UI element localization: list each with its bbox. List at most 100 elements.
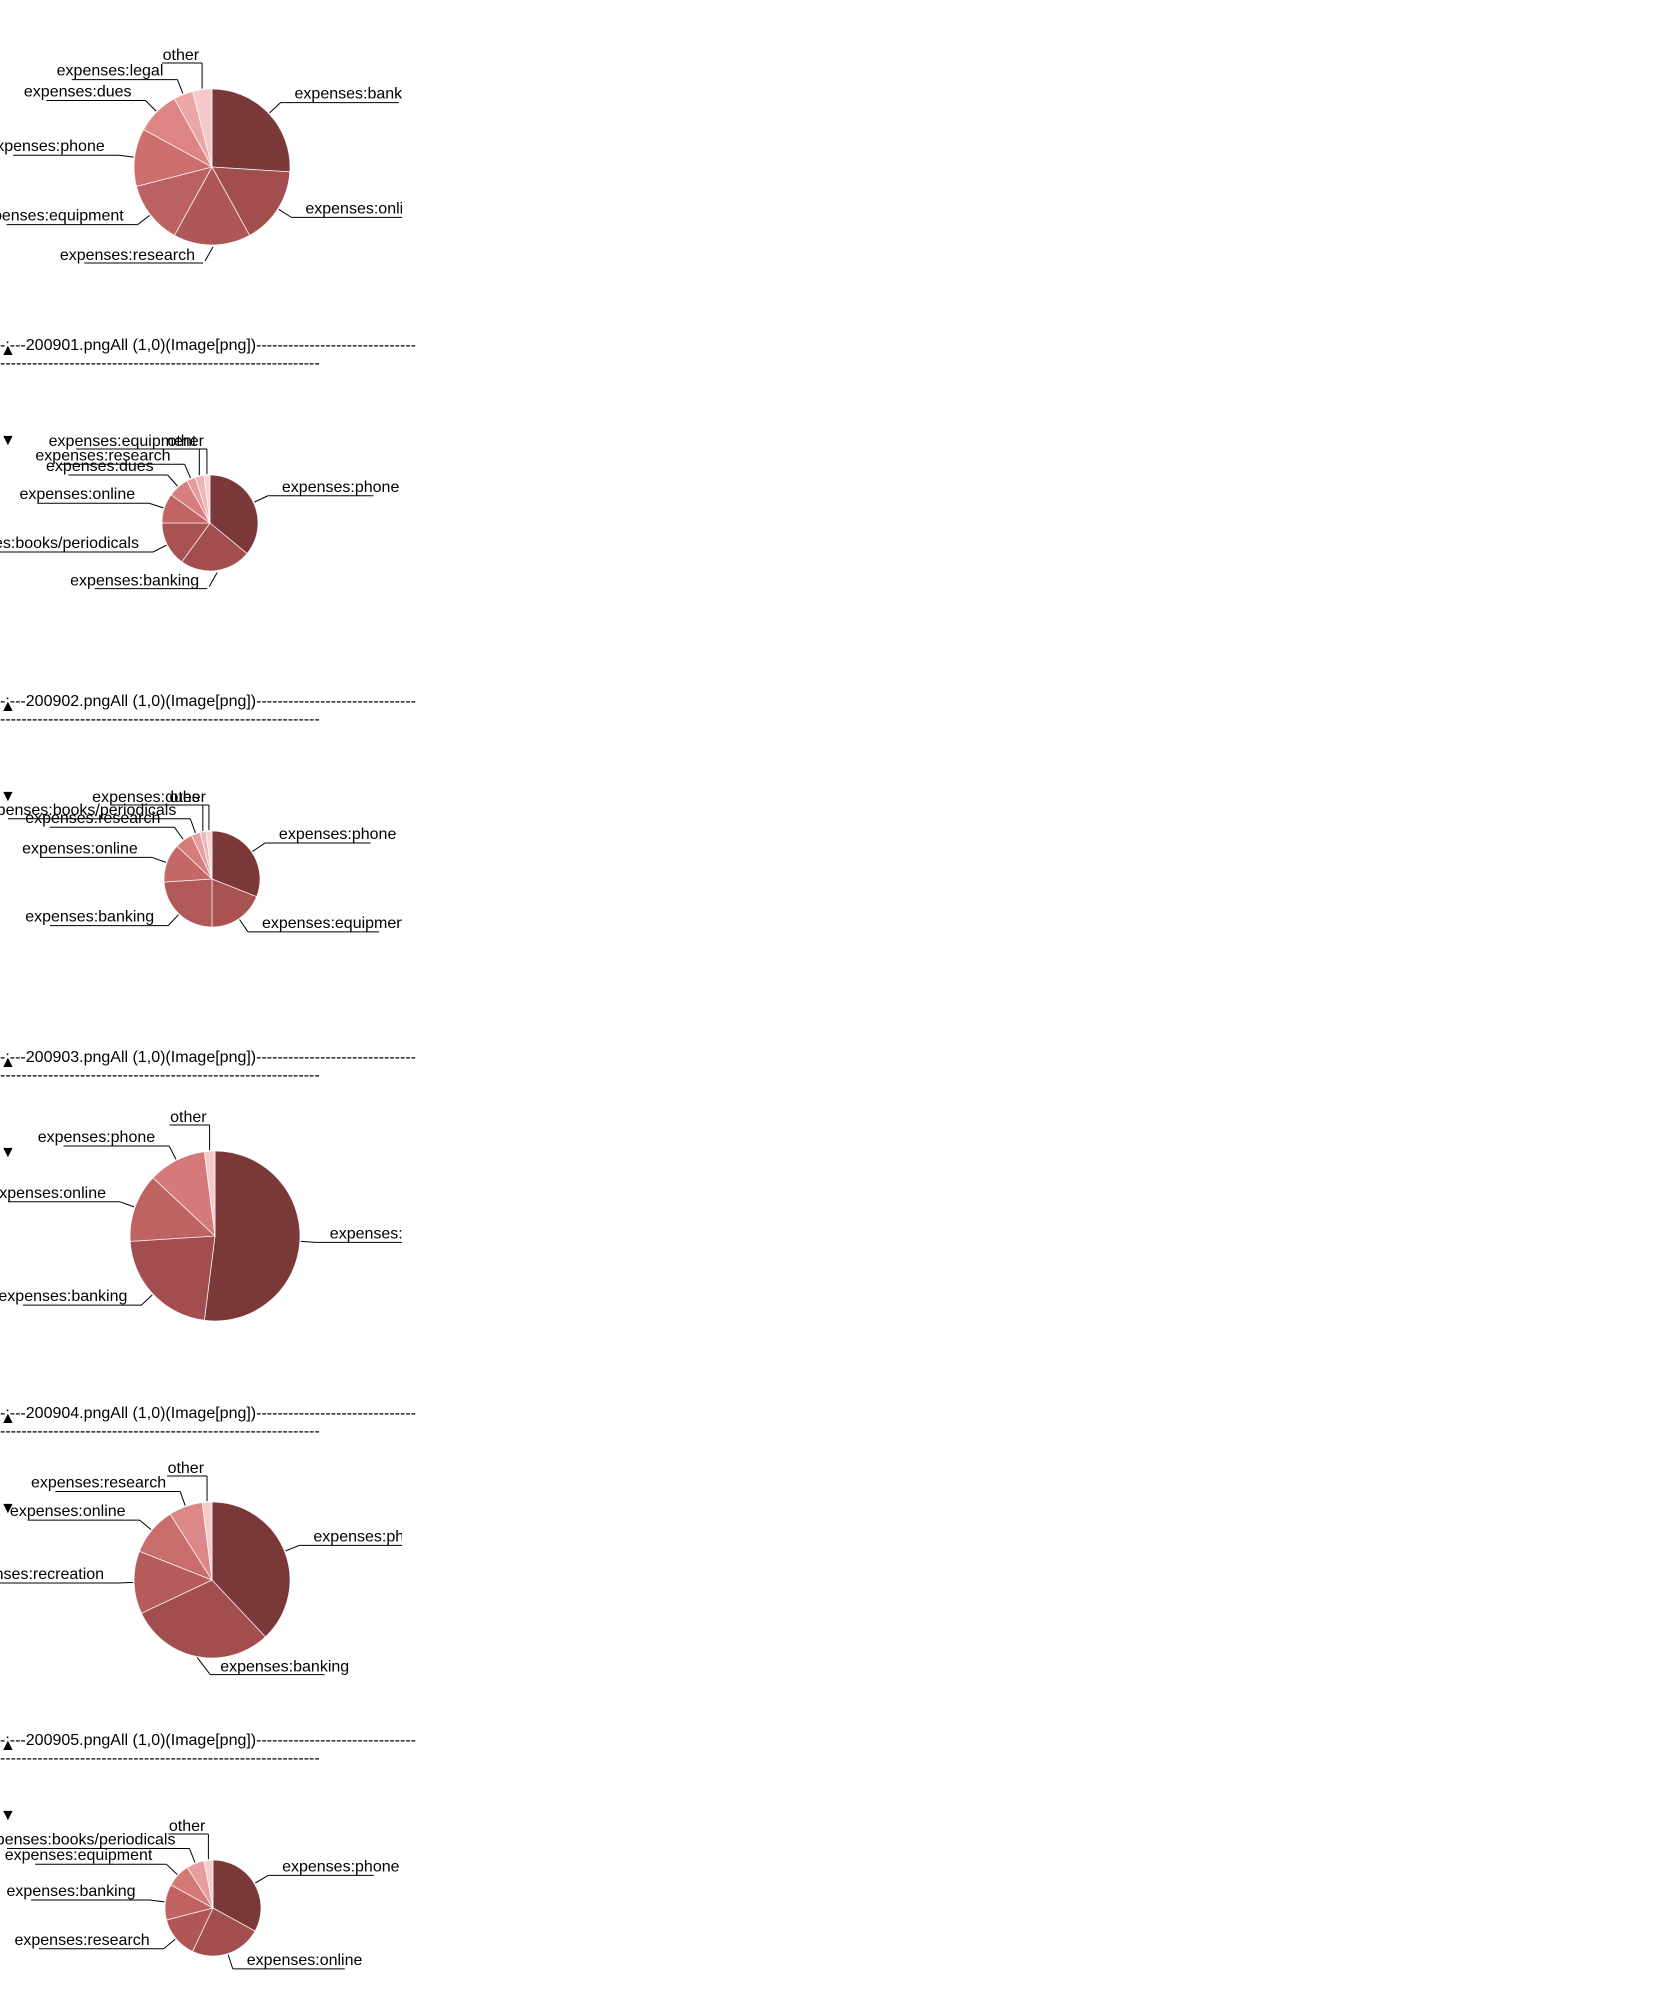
- modeline-major-mode: (Image[png]): [165, 1049, 256, 1066]
- modeline-prefix: -:---: [0, 1405, 26, 1422]
- svg-text:expenses:banking: expenses:banking: [220, 1659, 349, 1676]
- modeline-buffer-name: 200904.png: [26, 1405, 111, 1422]
- svg-text:expenses:phone: expenses:phone: [282, 479, 400, 496]
- svg-text:other: other: [169, 789, 206, 806]
- slice-label: expenses:phone: [253, 826, 397, 851]
- slice-label: expenses:online: [22, 840, 166, 862]
- svg-text:expenses:online: expenses:online: [22, 840, 138, 857]
- svg-text:expenses:phone: expenses:phone: [0, 138, 105, 155]
- slice-label: expenses:phone: [38, 1129, 176, 1159]
- slice-label: expenses:equipment: [5, 1847, 178, 1874]
- pie-chart-image[interactable]: expenses:phone expenses:banking expenses:r…: [0, 1424, 402, 1732]
- modeline-major-mode: (Image[png]): [165, 1732, 256, 1749]
- slice-label: expenses:banking: [197, 1658, 349, 1676]
- svg-text:expenses:equipment: expenses:equipment: [0, 208, 124, 225]
- emacs-window-200906.png[interactable]: expenses:phone expenses:online expenses:re…: [0, 1751, 418, 2008]
- modeline[interactable]: -:---200905.pngAll (1,0)(Image[png])----…: [0, 1732, 419, 1751]
- modeline-prefix: -:---: [0, 337, 26, 354]
- modeline-buffer-name: 200903.png: [26, 1049, 111, 1066]
- slice-label: expenses:banking: [0, 1288, 152, 1305]
- slice-label: other: [167, 433, 207, 474]
- modeline-buffer-name: 200902.png: [26, 693, 111, 710]
- svg-text:expenses:legal: expenses:legal: [57, 63, 164, 80]
- slice-label: other: [167, 1460, 207, 1501]
- slice-label: expenses:online: [228, 1952, 362, 1969]
- pie-slice: [204, 1151, 300, 1321]
- svg-text:expenses:online: expenses:online: [247, 1952, 363, 1969]
- modeline-major-mode: (Image[png]): [165, 1405, 256, 1422]
- svg-text:expenses:banking: expenses:banking: [295, 86, 402, 103]
- svg-text:expenses:banking: expenses:banking: [70, 573, 199, 590]
- modeline[interactable]: -:---200901.pngAll (1,0)(Image[png])----…: [0, 337, 419, 356]
- pie-slice: [212, 89, 290, 172]
- slice-label: expenses:phone: [285, 1528, 402, 1551]
- svg-text:expenses:phone: expenses:phone: [279, 826, 397, 843]
- svg-text:other: other: [163, 47, 200, 64]
- modeline[interactable]: -:---200904.pngAll (1,0)(Image[png])----…: [0, 1405, 419, 1424]
- modeline[interactable]: -:---200902.pngAll (1,0)(Image[png])----…: [0, 693, 419, 712]
- slice-label: expenses:banking: [7, 1883, 165, 1902]
- slice-label: expenses:research: [60, 247, 213, 264]
- pie-chart-image[interactable]: expenses:phone expenses:banking expenses:b…: [0, 356, 402, 693]
- svg-text:expenses:dues: expenses:dues: [24, 84, 132, 101]
- svg-text:expenses:research: expenses:research: [60, 247, 195, 264]
- slice-label: expenses:banking: [25, 909, 178, 926]
- svg-text:other: other: [169, 1818, 206, 1835]
- emacs-window-200902.png[interactable]: expenses:phone expenses:banking expenses:b…: [0, 356, 418, 693]
- slice-label: other: [170, 1109, 210, 1150]
- window-titlebar[interactable]: [0, 0, 1675, 9]
- slice-label: expenses:phone: [0, 138, 134, 157]
- slice-label: other: [162, 47, 202, 89]
- svg-text:expenses:phone: expenses:phone: [38, 1129, 156, 1146]
- svg-text:expenses:research: expenses:research: [330, 1225, 402, 1242]
- svg-text:expenses:phone: expenses:phone: [282, 1858, 400, 1875]
- svg-text:expenses:banking: expenses:banking: [7, 1883, 136, 1900]
- modeline-position: All (1,0): [110, 1405, 165, 1422]
- slice-label: expenses:banking: [70, 573, 217, 590]
- pie-chart-image[interactable]: expenses:research expenses:banking expense…: [0, 1068, 402, 1405]
- modeline-buffer-name: 200905.png: [26, 1732, 111, 1749]
- svg-text:expenses:banking: expenses:banking: [0, 1288, 127, 1305]
- pie-chart-image[interactable]: expenses:phone expenses:equipment expenses…: [0, 712, 402, 1049]
- slice-label: expenses:equipment: [240, 915, 402, 932]
- svg-text:expenses:recreation: expenses:recreation: [0, 1566, 104, 1583]
- modeline-buffer-name: 200901.png: [26, 337, 111, 354]
- slice-label: expenses:equipment: [0, 208, 150, 225]
- slice-label: expenses:phone: [254, 479, 399, 502]
- slice-label: expenses:online: [279, 200, 402, 217]
- emacs-window-200901.png[interactable]: expenses:banking expenses:online expenses:…: [0, 0, 418, 337]
- slice-label: expenses:dues: [24, 84, 156, 112]
- modeline-major-mode: (Image[png]): [165, 337, 256, 354]
- svg-text:expenses:research: expenses:research: [31, 1475, 166, 1492]
- modeline[interactable]: -:---200903.pngAll (1,0)(Image[png])----…: [0, 1049, 419, 1068]
- svg-text:expenses:equipment: expenses:equipment: [262, 915, 402, 932]
- modeline-prefix: -:---: [0, 693, 26, 710]
- modeline-position: All (1,0): [110, 337, 165, 354]
- pie-chart-image[interactable]: expenses:banking expenses:online expenses:…: [0, 0, 402, 337]
- emacs-window-200904.png[interactable]: expenses:research expenses:banking expense…: [0, 1068, 418, 1405]
- svg-text:expenses:online: expenses:online: [19, 486, 135, 503]
- svg-text:expenses:phone: expenses:phone: [313, 1528, 402, 1545]
- slice-label: expenses:research: [301, 1225, 402, 1242]
- emacs-window-200905.png[interactable]: expenses:phone expenses:banking expenses:r…: [0, 1424, 418, 1732]
- modeline-prefix: -:---: [0, 1732, 26, 1749]
- svg-text:expenses:books/periodicals: expenses:books/periodicals: [0, 535, 139, 552]
- svg-text:expenses:books/periodicals: expenses:books/periodicals: [0, 1831, 175, 1848]
- svg-text:expenses:research: expenses:research: [14, 1932, 149, 1949]
- slice-label: expenses:books/periodicals: [0, 802, 195, 833]
- modeline-position: All (1,0): [110, 1732, 165, 1749]
- slice-label: expenses:phone: [255, 1858, 399, 1883]
- slice-label: expenses:banking: [270, 86, 402, 113]
- pie-slice: [164, 879, 212, 927]
- modeline-prefix: -:---: [0, 1049, 26, 1066]
- modeline-major-mode: (Image[png]): [165, 693, 256, 710]
- svg-text:expenses:online: expenses:online: [10, 1503, 126, 1520]
- svg-text:expenses:online: expenses:online: [0, 1185, 106, 1202]
- emacs-window-200903.png[interactable]: expenses:phone expenses:equipment expenses…: [0, 712, 418, 1049]
- slice-label: expenses:online: [19, 486, 163, 508]
- slice-label: expenses:online: [0, 1185, 134, 1207]
- svg-text:expenses:online: expenses:online: [305, 200, 402, 217]
- pie-chart-image[interactable]: expenses:phone expenses:online expenses:re…: [0, 1751, 402, 2008]
- svg-text:other: other: [168, 1460, 205, 1477]
